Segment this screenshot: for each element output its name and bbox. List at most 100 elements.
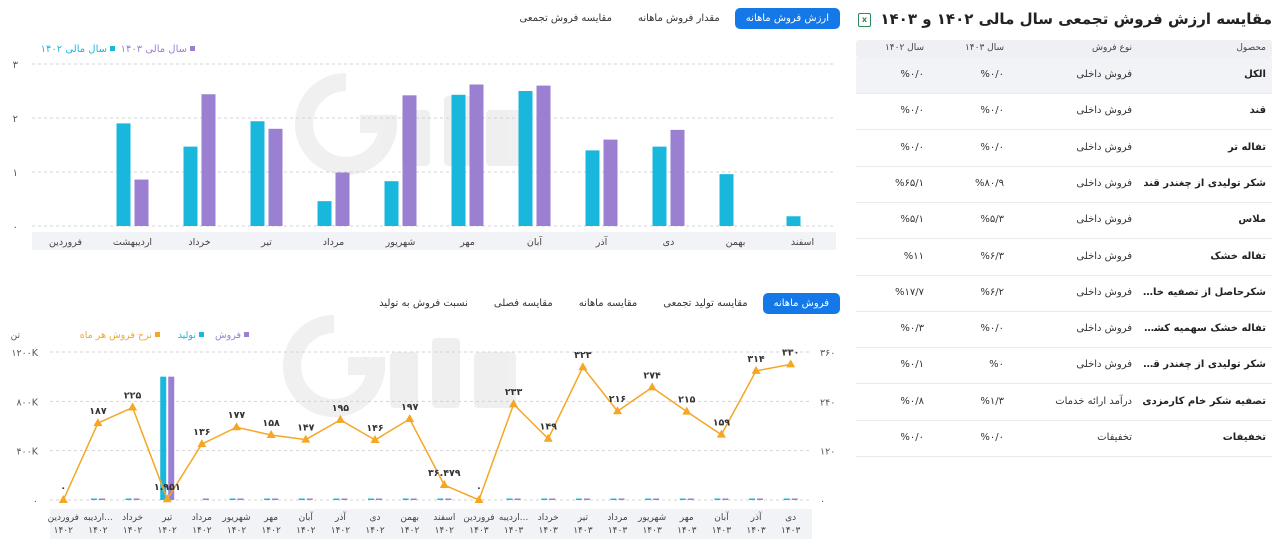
- rate-point[interactable]: [751, 365, 761, 374]
- bar-sales[interactable]: [445, 498, 452, 501]
- table-row[interactable]: تفاله تر فروش داخلی %۰/۰ %۰/۰: [856, 131, 1272, 167]
- excel-icon[interactable]: x: [858, 13, 871, 27]
- bar-fy1402[interactable]: [652, 146, 667, 226]
- legend-label[interactable]: سال مالی ۱۴۰۲: [41, 44, 107, 55]
- rate-point[interactable]: [405, 414, 415, 423]
- tab-bottom_tabs-3[interactable]: مقایسه فصلی: [493, 298, 553, 309]
- table-row[interactable]: شکر تولیدی از چغندر قند فروش داخلی %۸۰/۹ %۶…: [856, 167, 1272, 203]
- rate-point[interactable]: [58, 495, 68, 503]
- tab-top_tabs-0[interactable]: ارزش فروش ماهانه: [734, 8, 840, 29]
- rate-point[interactable]: [335, 414, 345, 423]
- bar-production[interactable]: [229, 498, 236, 501]
- table-row[interactable]: الکل فروش داخلی %۰/۰ %۰/۰: [856, 58, 1272, 94]
- bar-production[interactable]: [368, 498, 375, 501]
- bar-sales[interactable]: [376, 498, 383, 501]
- rate-point[interactable]: [647, 382, 657, 391]
- bar-fy1403[interactable]: [402, 95, 417, 226]
- table-row[interactable]: تفاله خشک فروش داخلی %۶/۳ %۱۱: [856, 240, 1272, 276]
- bar-sales[interactable]: [168, 376, 175, 500]
- bar-sales[interactable]: [514, 498, 521, 501]
- rate-point[interactable]: [439, 480, 449, 489]
- table-row[interactable]: تخفیفات تخفیفات %۰/۰ %۰/۰: [856, 421, 1272, 457]
- bar-fy1403[interactable]: [536, 85, 551, 226]
- table-row[interactable]: ملاس فروش داخلی %۵/۳ %۵/۱: [856, 203, 1272, 240]
- bar-sales[interactable]: [653, 498, 660, 501]
- bar-fy1402[interactable]: [719, 174, 734, 226]
- rate-point[interactable]: [613, 406, 622, 415]
- rate-point[interactable]: [474, 495, 484, 503]
- rate-point[interactable]: [128, 402, 138, 411]
- bar-fy1403[interactable]: [201, 94, 216, 226]
- bar-production[interactable]: [298, 498, 305, 501]
- bar-sales[interactable]: [133, 498, 140, 501]
- bar-production[interactable]: [645, 498, 652, 501]
- bar-production[interactable]: [90, 498, 97, 501]
- bar-fy1402[interactable]: [518, 91, 533, 226]
- rate-point[interactable]: [716, 429, 726, 438]
- bar-production[interactable]: [714, 498, 721, 501]
- bar-production[interactable]: [125, 498, 132, 501]
- rate-point[interactable]: [232, 422, 241, 431]
- bar-fy1402[interactable]: [585, 150, 600, 226]
- bar-fy1403[interactable]: [335, 172, 350, 226]
- table-row[interactable]: تفاله خشک سهمیه کشاورزان فروش داخلی %۰/۰ %۰…: [856, 312, 1272, 349]
- bar-fy1402[interactable]: [183, 146, 198, 226]
- bar-sales[interactable]: [757, 498, 764, 501]
- bar-production[interactable]: [402, 498, 409, 501]
- rate-point[interactable]: [266, 430, 276, 439]
- rate-point[interactable]: [509, 399, 519, 408]
- bar-production[interactable]: [160, 376, 167, 500]
- bar-fy1402[interactable]: [451, 94, 466, 226]
- bar-fy1403[interactable]: [469, 84, 484, 226]
- tab-bottom_tabs-0[interactable]: فروش ماهانه: [762, 293, 840, 314]
- legend-label[interactable]: فروش: [215, 330, 241, 341]
- bar-sales[interactable]: [272, 498, 279, 501]
- bar-fy1403[interactable]: [670, 129, 685, 226]
- table-row[interactable]: تصفیه شکر خام کارمزدی درآمد ارائه خدمات %۱…: [856, 385, 1272, 421]
- bar-fy1402[interactable]: [116, 123, 131, 226]
- rate-point[interactable]: [301, 434, 311, 443]
- bar-sales[interactable]: [618, 498, 625, 501]
- rate-point[interactable]: [578, 362, 588, 371]
- rate-point[interactable]: [93, 418, 103, 427]
- bar-production[interactable]: [541, 498, 548, 501]
- bar-production[interactable]: [575, 498, 582, 501]
- bar-fy1402[interactable]: [786, 216, 801, 226]
- bar-sales[interactable]: [583, 498, 590, 501]
- bar-production[interactable]: [333, 498, 340, 501]
- bar-fy1402[interactable]: [317, 201, 332, 226]
- bar-fy1402[interactable]: [250, 121, 265, 226]
- bar-sales[interactable]: [722, 498, 729, 501]
- rate-point[interactable]: [197, 439, 207, 448]
- tab-top_tabs-2[interactable]: مقایسه فروش تجمعی: [519, 13, 612, 24]
- tab-bottom_tabs-2[interactable]: مقایسه ماهانه: [578, 298, 638, 309]
- legend-label[interactable]: سال مالی ۱۴۰۳: [121, 44, 187, 55]
- tab-bottom_tabs-4[interactable]: نسبت فروش به تولید: [379, 298, 468, 309]
- rate-point[interactable]: [162, 494, 172, 503]
- bar-sales[interactable]: [687, 498, 694, 501]
- bar-production[interactable]: [749, 498, 756, 501]
- bar-sales[interactable]: [549, 498, 556, 501]
- legend-label[interactable]: نرخ فروش هر ماه: [80, 330, 152, 341]
- rate-point[interactable]: [370, 434, 380, 443]
- bar-sales[interactable]: [341, 498, 348, 501]
- bar-production[interactable]: [610, 498, 617, 501]
- bar-production[interactable]: [264, 498, 271, 501]
- bar-sales[interactable]: [306, 498, 313, 501]
- rate-point[interactable]: [682, 406, 692, 415]
- table-row[interactable]: شکرحاصل از تصفیه خام خریداری فروش داخلی %۶…: [856, 276, 1272, 312]
- bar-fy1403[interactable]: [134, 179, 149, 226]
- bar-production[interactable]: [437, 498, 444, 501]
- bar-sales[interactable]: [98, 498, 105, 501]
- bar-fy1403[interactable]: [603, 139, 618, 226]
- bar-sales[interactable]: [791, 498, 798, 501]
- legend-label[interactable]: تولید: [178, 330, 197, 341]
- table-row[interactable]: شکر تولیدی از چغندر قند(سهمیه ... فروش دا…: [856, 348, 1272, 385]
- rate-point[interactable]: [786, 359, 796, 368]
- tab-top_tabs-1[interactable]: مقدار فروش ماهانه: [637, 13, 720, 24]
- table-row[interactable]: قند فروش داخلی %۰/۰ %۰/۰: [856, 94, 1272, 131]
- tab-bottom_tabs-1[interactable]: مقایسه تولید تجمعی: [663, 298, 748, 309]
- rate-point[interactable]: [543, 433, 553, 442]
- bar-fy1403[interactable]: [268, 128, 283, 226]
- bar-production[interactable]: [783, 498, 790, 501]
